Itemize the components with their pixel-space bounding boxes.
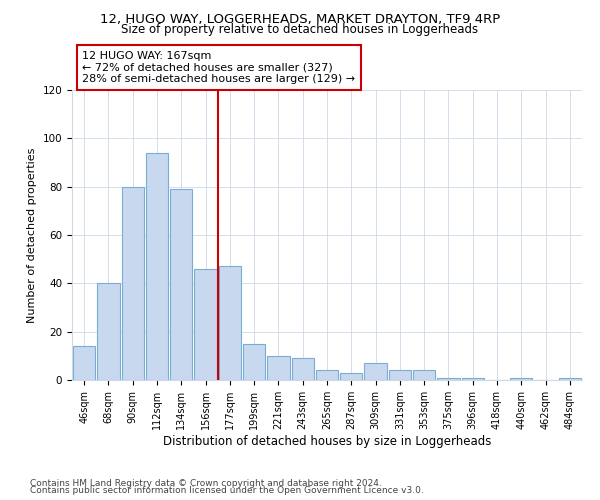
Bar (316, 370, 338, 380)
Bar (292, 358, 314, 380)
Text: Contains HM Land Registry data © Crown copyright and database right 2024.: Contains HM Land Registry data © Crown c… (30, 478, 382, 488)
Bar (437, 378, 460, 380)
Bar (559, 378, 581, 380)
Bar (389, 370, 411, 380)
Bar (194, 269, 217, 380)
Y-axis label: Number of detached properties: Number of detached properties (27, 148, 37, 322)
Text: 12 HUGO WAY: 167sqm
← 72% of detached houses are smaller (327)
28% of semi-detac: 12 HUGO WAY: 167sqm ← 72% of detached ho… (82, 51, 355, 84)
Bar (413, 370, 436, 380)
X-axis label: Distribution of detached houses by size in Loggerheads: Distribution of detached houses by size … (163, 434, 491, 448)
Text: 12, HUGO WAY, LOGGERHEADS, MARKET DRAYTON, TF9 4RP: 12, HUGO WAY, LOGGERHEADS, MARKET DRAYTO… (100, 12, 500, 26)
Bar (97, 284, 119, 380)
Bar (364, 363, 387, 380)
Bar (122, 186, 144, 380)
Bar (243, 344, 265, 380)
Bar (170, 189, 193, 380)
Text: Size of property relative to detached houses in Loggerheads: Size of property relative to detached ho… (121, 22, 479, 36)
Bar (218, 266, 241, 380)
Bar (73, 346, 95, 380)
Bar (510, 378, 532, 380)
Text: Contains public sector information licensed under the Open Government Licence v3: Contains public sector information licen… (30, 486, 424, 495)
Bar (461, 378, 484, 380)
Bar (340, 373, 362, 380)
Bar (267, 356, 290, 380)
Bar (146, 153, 168, 380)
